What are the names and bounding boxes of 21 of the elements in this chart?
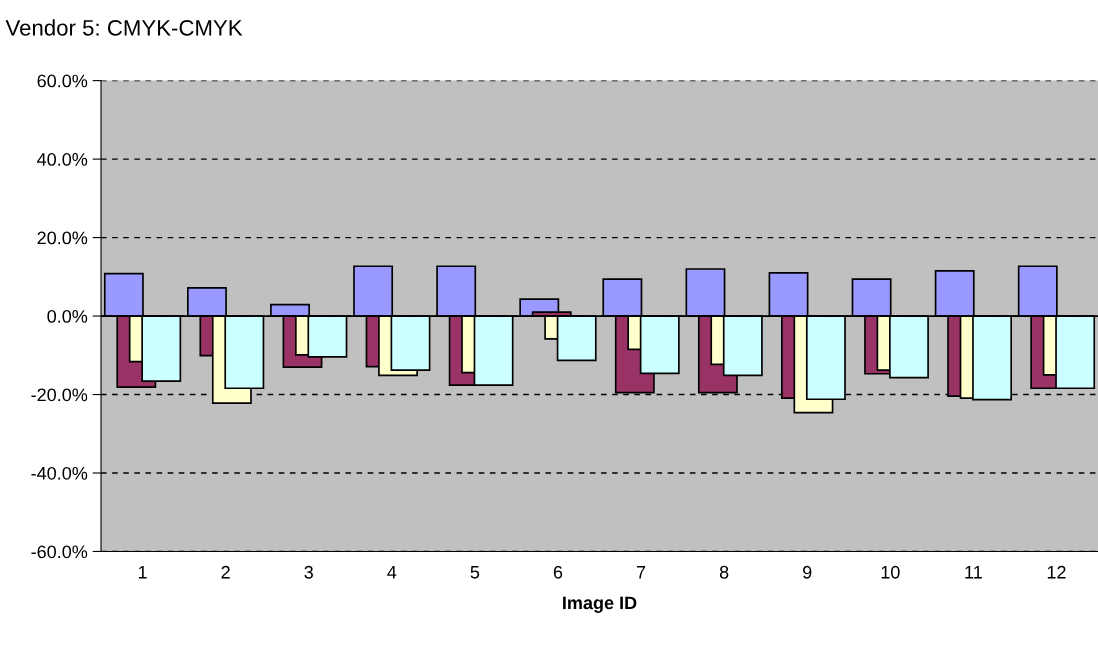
y-tick-label: -20.0% — [31, 388, 88, 402]
x-tick-label: 10 — [881, 565, 900, 579]
y-tick-label: 40.0% — [37, 153, 88, 166]
x-tick-label: 4 — [387, 566, 397, 579]
x-tick-label: 1 — [138, 566, 147, 579]
x-tick-label: 6 — [553, 565, 563, 579]
y-tick-label: -40.0% — [31, 466, 88, 480]
x-tick-label: 7 — [636, 566, 646, 579]
chart-title: Vendor 5: CMYK-CMYK — [5, 19, 243, 36]
x-tick-label: 5 — [470, 566, 480, 579]
x-tick-label: 12 — [1047, 565, 1066, 579]
y-tick-label: 20.0% — [37, 231, 88, 245]
x-tick-label: 11 — [965, 566, 982, 579]
x-tick-label: 8 — [719, 565, 729, 579]
x-tick-label: 2 — [221, 565, 230, 579]
x-tick-label: 9 — [803, 565, 812, 579]
x-axis-title: Image ID — [563, 596, 637, 613]
y-tick-label: 0.0% — [47, 309, 88, 323]
x-tick-label: 3 — [304, 565, 313, 579]
y-tick-label: -60.0% — [31, 545, 88, 559]
y-tick-label: 60.0% — [37, 74, 88, 88]
